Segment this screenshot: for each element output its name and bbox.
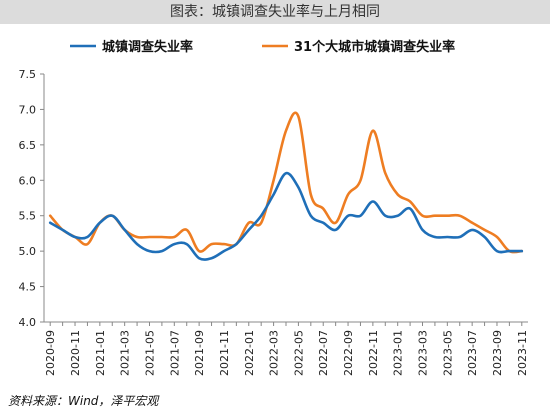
x-tick-label: 2022-03: [268, 330, 281, 376]
y-axis: 7.5 7.0 6.5 6.0 5.5 5.0 4.5 4.0: [19, 68, 45, 329]
y-tick-label: 6.0: [19, 174, 37, 187]
x-tick-label: 2023-01: [392, 330, 405, 376]
chart-title: 图表：城镇调查失业率与上月相同: [0, 0, 550, 24]
x-tick-label: 2022-11: [367, 330, 380, 376]
y-tick-label: 5.5: [19, 210, 37, 223]
x-tick-label: 2020-09: [44, 330, 57, 376]
series-line-0: [48, 171, 524, 261]
x-tick-label: 2021-01: [94, 330, 107, 376]
x-tick-label: 2022-01: [243, 330, 256, 376]
x-tick-label: 2021-11: [218, 330, 231, 376]
y-tick-label: 6.5: [19, 139, 37, 152]
legend-label-0: 城镇调查失业率: [102, 39, 193, 55]
line-chart: 城镇调查失业率 31个大城市城镇调查失业率 7.5 7.0 6.5 6.0 5.5 5.0 4…: [19, 39, 529, 376]
y-tick-label: 7.5: [19, 68, 37, 81]
y-tick-label: 5.0: [19, 245, 37, 258]
chart-legend: 城镇调查失业率 31个大城市城镇调查失业率: [70, 39, 455, 55]
series-line-1: [48, 111, 524, 254]
x-tick-label: 2022-05: [292, 330, 305, 376]
x-tick-label: 2021-03: [119, 330, 132, 376]
y-tick-label: 7.0: [19, 103, 37, 116]
x-tick-label: 2021-09: [193, 330, 206, 376]
x-tick-label: 2023-07: [466, 330, 479, 376]
x-tick-label: 2021-05: [143, 330, 156, 376]
x-tick-label: 2023-11: [516, 330, 529, 376]
y-tick-label: 4.0: [19, 316, 37, 329]
y-tick-label: 4.5: [19, 281, 37, 294]
x-tick-label: 2021-07: [168, 330, 181, 376]
source-note: 资料来源：Wind，泽平宏观: [8, 394, 159, 408]
legend-label-1: 31个大城市城镇调查失业率: [294, 39, 455, 55]
x-tick-label: 2020-11: [69, 330, 82, 376]
x-axis: 2020-09 2020-11 2021-01 2021-03 2021-05 2021-…: [44, 321, 529, 376]
x-tick-label: 2023-03: [417, 330, 430, 376]
x-tick-label: 2022-09: [342, 330, 355, 376]
x-tick-label: 2023-09: [491, 330, 504, 376]
series-lines: [48, 111, 524, 261]
x-tick-label: 2022-07: [317, 330, 330, 376]
x-tick-label: 2023-05: [441, 330, 454, 376]
